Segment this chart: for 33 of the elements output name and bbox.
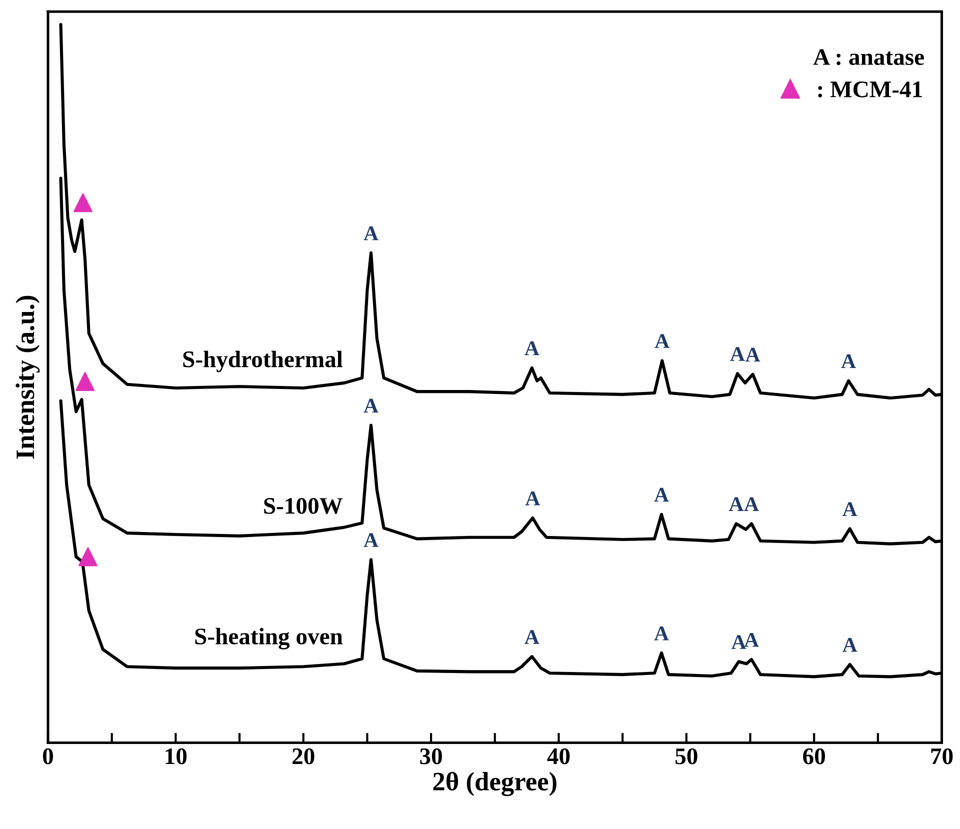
x-tick-label: 10 (166, 748, 187, 764)
series-label: S-heating oven (195, 628, 343, 650)
annotation: A (745, 348, 760, 362)
x-tick-label: 30 (420, 748, 442, 764)
annotation: A (525, 491, 540, 506)
annotation: A (364, 398, 378, 413)
annotation: A (730, 347, 745, 361)
x-tick-label: 0 (42, 748, 54, 764)
series-label: S-hydrothermal (183, 350, 343, 372)
annotation: A (654, 488, 669, 502)
annotation: A (524, 630, 540, 644)
legend-label: : MCM-41 (818, 82, 922, 98)
x-tick-label: 70 (931, 748, 953, 764)
annotation: A (364, 533, 378, 547)
y-axis-title: Intensity (a.u.) (16, 296, 40, 459)
annotation: A (654, 626, 669, 640)
x-tick-label: 60 (803, 748, 825, 764)
annotation: A (654, 334, 670, 348)
annotation: A (728, 497, 744, 511)
x-axis-title: 2θ (degree) (433, 772, 556, 796)
x-tick-label: 50 (676, 748, 698, 764)
annotation: A (744, 632, 759, 647)
annotation: A (842, 638, 858, 652)
annotation: A : anatase (813, 49, 924, 66)
annotation: A (744, 497, 759, 511)
x-tick-label: 40 (547, 748, 570, 764)
series-label: S-100W (264, 498, 343, 514)
annotation: A (524, 341, 540, 356)
annotation: A (842, 502, 858, 516)
annotation: A (731, 635, 746, 649)
x-tick-label: 20 (292, 748, 314, 764)
annotation: A (841, 354, 856, 368)
annotation: A (364, 226, 378, 240)
